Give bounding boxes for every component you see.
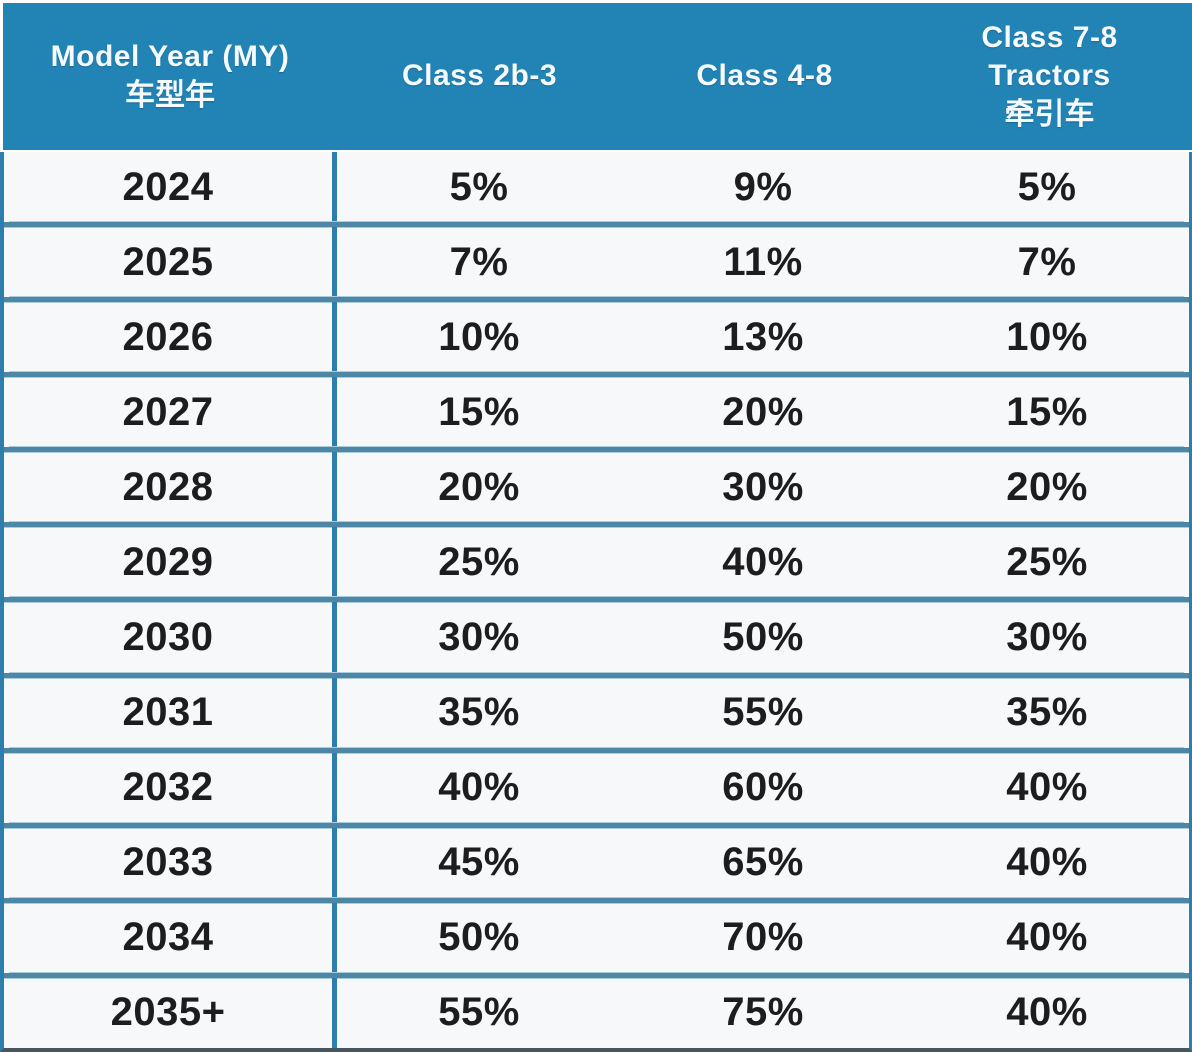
model-year-cell: 2026	[4, 302, 337, 373]
class-4-8-cell: 70%	[722, 915, 804, 960]
class-2b-3-cell: 5%	[449, 164, 509, 209]
table-row: 2035+ 55% 75% 40%	[4, 972, 1189, 1048]
model-year-cell: 2029	[4, 527, 337, 598]
class-2b-3-cell: 55%	[438, 990, 520, 1035]
class-2b-3-cell: 25%	[438, 539, 520, 584]
class-4-8-cell: 9%	[733, 164, 793, 209]
table-row: 2026 10% 13% 10%	[4, 297, 1189, 373]
class-2b-3-cell: 40%	[438, 765, 520, 810]
class-7-8-tractors-cell: 5%	[1017, 164, 1077, 209]
table-row: 2028 20% 30% 20%	[4, 447, 1189, 523]
class-4-8-cell: 60%	[722, 765, 804, 810]
header-model-year-en: Model Year (MY)	[50, 40, 290, 74]
model-year-cell: 2027	[4, 377, 337, 448]
class-4-8-cell: 65%	[722, 840, 804, 885]
header-model-year-zh: 车型年	[125, 78, 215, 112]
header-class-7-8-zh: 牵引车	[1004, 97, 1095, 131]
class-7-8-tractors-cell: 30%	[1006, 615, 1088, 659]
class-2b-3-cell: 50%	[438, 915, 520, 960]
class-7-8-tractors-cell: 40%	[1006, 990, 1088, 1035]
class-7-8-tractors-cell: 40%	[1006, 765, 1088, 810]
model-year-cell: 2034	[4, 902, 337, 973]
table-row: 2032 40% 60% 40%	[4, 747, 1189, 823]
model-year-cell: 2030	[4, 602, 337, 673]
table-body: 2024 5% 9% 5% 2025 7% 11% 7% 2026 10% 13…	[0, 152, 1192, 1052]
header-class-4-8-label: Class 4-8	[696, 59, 833, 93]
model-year-cell: 2033	[4, 827, 337, 898]
class-2b-3-cell: 10%	[438, 314, 520, 359]
class-4-8-cell: 50%	[722, 615, 804, 659]
class-2b-3-cell: 7%	[449, 239, 509, 284]
header-class-2b-3-label: Class 2b-3	[401, 59, 558, 93]
class-2b-3-cell: 35%	[438, 690, 520, 735]
class-7-8-tractors-cell: 25%	[1006, 539, 1088, 584]
table-row: 2031 35% 55% 35%	[4, 672, 1189, 748]
class-4-8-cell: 55%	[722, 690, 804, 735]
table-row: 2025 7% 11% 7%	[4, 222, 1189, 298]
class-4-8-cell: 75%	[722, 990, 804, 1035]
class-4-8-cell: 40%	[722, 539, 804, 584]
header-cell-class-4-8: Class 4-8	[622, 3, 907, 150]
table-row: 2030 30% 50% 30%	[4, 597, 1189, 673]
class-2b-3-cell: 15%	[438, 389, 520, 434]
class-7-8-tractors-cell: 35%	[1006, 690, 1088, 735]
model-year-cell: 2024	[4, 152, 337, 223]
table-row: 2027 15% 20% 15%	[4, 372, 1189, 448]
class-2b-3-cell: 45%	[438, 840, 520, 885]
table-row: 2029 25% 40% 25%	[4, 522, 1189, 598]
model-year-cell: 2031	[4, 677, 337, 748]
table-row: 2024 5% 9% 5%	[4, 152, 1189, 223]
class-7-8-tractors-cell: 10%	[1006, 314, 1088, 359]
header-cell-class-7-8-tractors: Class 7-8 Tractors 牵引车	[907, 3, 1192, 150]
class-2b-3-cell: 30%	[438, 615, 520, 659]
model-year-cell: 2035+	[4, 977, 337, 1048]
class-7-8-tractors-cell: 40%	[1006, 840, 1088, 885]
model-year-cell: 2028	[4, 452, 337, 523]
header-cell-class-2b-3: Class 2b-3	[337, 3, 622, 150]
header-class-7-8-line2: Tractors	[988, 59, 1111, 93]
class-2b-3-cell: 20%	[438, 464, 520, 509]
table-header-row: Model Year (MY) 车型年 Class 2b-3 Class 4-8…	[3, 3, 1192, 150]
class-4-8-cell: 20%	[722, 389, 804, 434]
model-year-cell: 2025	[4, 227, 337, 298]
model-year-cell: 2032	[4, 752, 337, 823]
table-row: 2033 45% 65% 40%	[4, 822, 1189, 898]
class-4-8-cell: 13%	[722, 314, 804, 359]
class-4-8-cell: 11%	[723, 239, 803, 284]
class-4-8-cell: 30%	[722, 464, 804, 509]
class-7-8-tractors-cell: 40%	[1006, 915, 1088, 960]
class-7-8-tractors-cell: 7%	[1017, 239, 1077, 284]
table-row: 2034 50% 70% 40%	[4, 897, 1189, 973]
header-cell-model-year: Model Year (MY) 车型年	[3, 3, 337, 150]
class-7-8-tractors-cell: 20%	[1006, 464, 1088, 509]
class-7-8-tractors-cell: 15%	[1006, 389, 1088, 434]
header-class-7-8-line1: Class 7-8	[981, 20, 1118, 54]
